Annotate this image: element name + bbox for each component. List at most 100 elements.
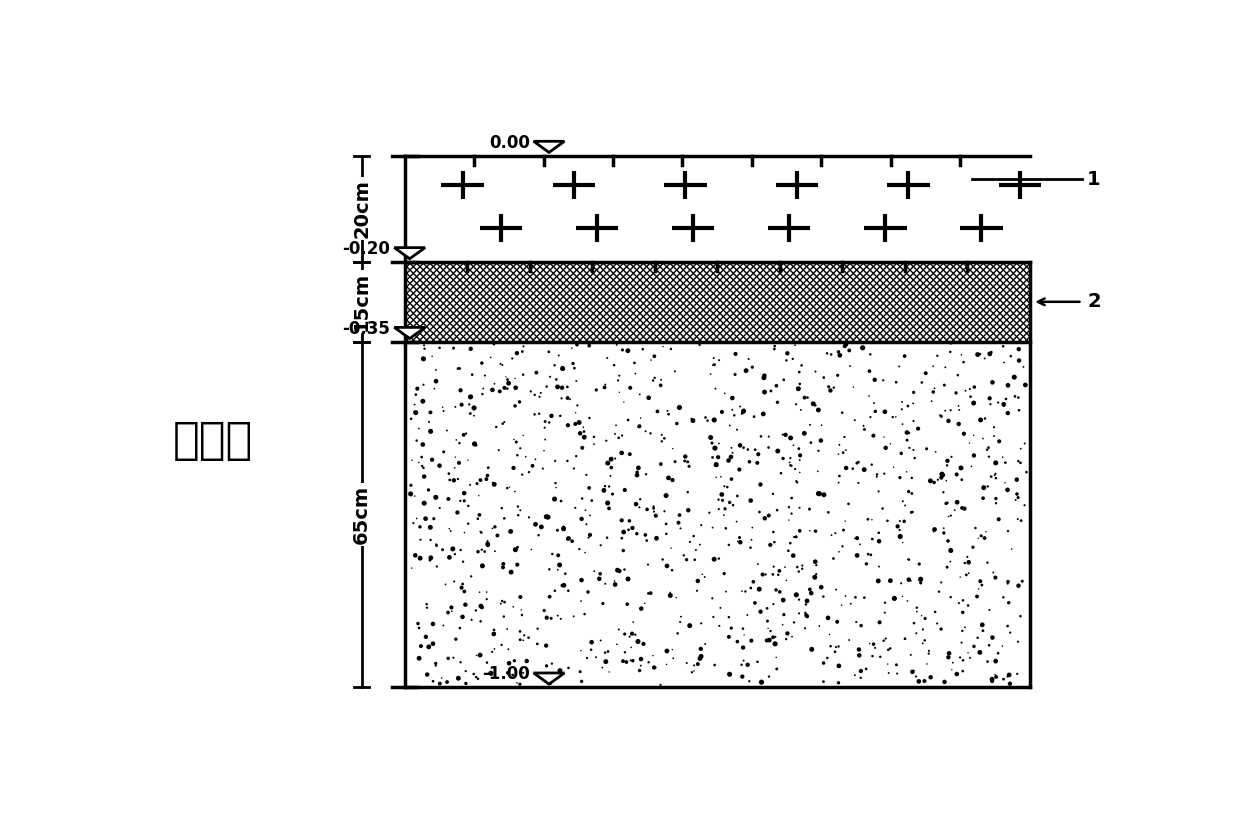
Point [472, 601, 492, 614]
Point [477, 538, 497, 551]
Point [500, 657, 520, 670]
Point [598, 531, 618, 544]
Point [510, 677, 529, 690]
Point [526, 453, 546, 466]
Point [487, 529, 507, 542]
Point [828, 640, 848, 653]
Point [511, 504, 531, 517]
Point [456, 677, 476, 690]
Point [492, 417, 512, 430]
Point [862, 513, 882, 526]
Point [560, 393, 580, 406]
Point [913, 623, 932, 636]
Point [1008, 635, 1028, 649]
Point [754, 408, 774, 421]
Point [954, 427, 973, 441]
Point [594, 484, 614, 497]
Point [541, 669, 560, 682]
Point [763, 487, 782, 501]
Point [502, 668, 522, 681]
Point [678, 486, 698, 499]
Point [804, 397, 823, 410]
Point [508, 500, 528, 513]
Point [574, 607, 594, 621]
Point [720, 450, 740, 464]
Point [955, 556, 975, 570]
Point [440, 524, 460, 538]
Point [409, 652, 429, 665]
Point [495, 596, 515, 609]
Point [580, 529, 600, 542]
Point [686, 543, 706, 556]
Point [584, 437, 604, 450]
Point [613, 654, 632, 667]
Point [993, 398, 1013, 411]
Point [470, 649, 490, 662]
Point [639, 587, 658, 600]
Point [575, 430, 595, 443]
Point [575, 504, 595, 517]
Point [941, 337, 961, 350]
Point [606, 418, 626, 432]
Point [676, 450, 696, 463]
Point [878, 644, 898, 657]
Point [539, 590, 559, 603]
Point [455, 526, 475, 539]
Point [620, 515, 640, 528]
Point [463, 368, 482, 381]
Point [590, 634, 610, 647]
Point [723, 446, 743, 459]
Point [774, 608, 794, 621]
Point [919, 647, 939, 660]
Point [963, 640, 983, 653]
Point [450, 494, 470, 507]
Point [476, 473, 496, 486]
Point [492, 639, 512, 652]
Point [892, 403, 911, 416]
Point [579, 482, 599, 495]
Point [574, 431, 594, 444]
Point [564, 462, 584, 475]
Point [542, 409, 562, 423]
Point [580, 509, 600, 522]
Point [764, 343, 784, 356]
Point [439, 492, 459, 506]
Point [874, 431, 894, 444]
Point [582, 643, 601, 656]
Point [423, 675, 443, 688]
Point [668, 516, 688, 529]
Point [879, 667, 899, 680]
Point [521, 385, 541, 398]
Point [495, 381, 515, 395]
Point [593, 661, 613, 674]
Point [749, 583, 769, 596]
Point [497, 482, 517, 495]
Point [760, 538, 780, 552]
Point [915, 612, 935, 625]
Point [968, 532, 988, 545]
Point [616, 655, 636, 668]
Point [613, 344, 632, 357]
Point [790, 466, 810, 479]
Point [904, 414, 924, 427]
Point [967, 590, 987, 603]
Point [605, 575, 625, 588]
Point [572, 574, 591, 587]
Point [701, 367, 720, 381]
Point [901, 506, 921, 519]
Point [980, 603, 999, 616]
Point [753, 568, 773, 581]
Point [503, 461, 523, 474]
Point [558, 455, 578, 468]
Point [924, 359, 944, 372]
Point [492, 594, 512, 607]
Point [821, 348, 841, 361]
Point [706, 441, 725, 455]
Point [477, 534, 497, 547]
Point [455, 598, 475, 612]
Point [656, 527, 676, 540]
Point [419, 483, 439, 496]
Point [883, 410, 903, 423]
Point [982, 376, 1002, 389]
Point [573, 441, 593, 455]
